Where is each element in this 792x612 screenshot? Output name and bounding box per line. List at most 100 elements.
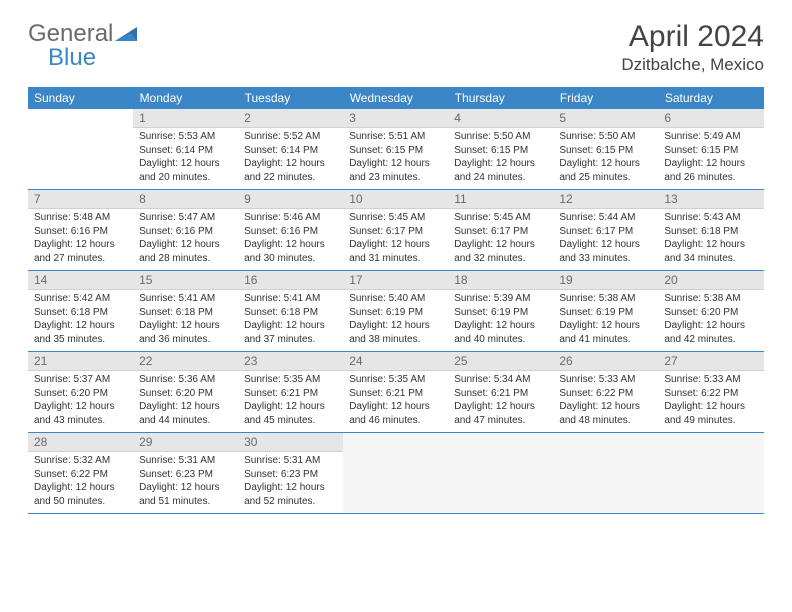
calendar-cell bbox=[448, 433, 553, 514]
day-number: 27 bbox=[658, 352, 763, 371]
day-details: Sunrise: 5:46 AMSunset: 6:16 PMDaylight:… bbox=[238, 209, 343, 269]
col-wednesday: Wednesday bbox=[343, 87, 448, 109]
month-title: April 2024 bbox=[621, 20, 764, 53]
calendar-cell: 1Sunrise: 5:53 AMSunset: 6:14 PMDaylight… bbox=[133, 109, 238, 190]
day-number: 3 bbox=[343, 109, 448, 128]
day-details: Sunrise: 5:51 AMSunset: 6:15 PMDaylight:… bbox=[343, 128, 448, 188]
calendar-week-row: 7Sunrise: 5:48 AMSunset: 6:16 PMDaylight… bbox=[28, 190, 764, 271]
col-saturday: Saturday bbox=[658, 87, 763, 109]
day-details: Sunrise: 5:50 AMSunset: 6:15 PMDaylight:… bbox=[553, 128, 658, 188]
day-details: Sunrise: 5:45 AMSunset: 6:17 PMDaylight:… bbox=[448, 209, 553, 269]
day-details: Sunrise: 5:48 AMSunset: 6:16 PMDaylight:… bbox=[28, 209, 133, 269]
day-number: 30 bbox=[238, 433, 343, 452]
calendar-week-row: 14Sunrise: 5:42 AMSunset: 6:18 PMDayligh… bbox=[28, 271, 764, 352]
day-number: 4 bbox=[448, 109, 553, 128]
calendar-cell: 9Sunrise: 5:46 AMSunset: 6:16 PMDaylight… bbox=[238, 190, 343, 271]
day-number: 22 bbox=[133, 352, 238, 371]
calendar-cell: 22Sunrise: 5:36 AMSunset: 6:20 PMDayligh… bbox=[133, 352, 238, 433]
day-details: Sunrise: 5:34 AMSunset: 6:21 PMDaylight:… bbox=[448, 371, 553, 431]
day-details: Sunrise: 5:31 AMSunset: 6:23 PMDaylight:… bbox=[238, 452, 343, 512]
day-details: Sunrise: 5:50 AMSunset: 6:15 PMDaylight:… bbox=[448, 128, 553, 188]
calendar-cell: 24Sunrise: 5:35 AMSunset: 6:21 PMDayligh… bbox=[343, 352, 448, 433]
day-details: Sunrise: 5:31 AMSunset: 6:23 PMDaylight:… bbox=[133, 452, 238, 512]
calendar-cell bbox=[658, 433, 763, 514]
day-number: 6 bbox=[658, 109, 763, 128]
page-header: General April 2024 Dzitbalche, Mexico bbox=[28, 20, 764, 75]
logo-word2: Blue bbox=[48, 44, 96, 72]
day-details: Sunrise: 5:38 AMSunset: 6:19 PMDaylight:… bbox=[553, 290, 658, 350]
day-number: 9 bbox=[238, 190, 343, 209]
day-number: 25 bbox=[448, 352, 553, 371]
day-number: 13 bbox=[658, 190, 763, 209]
day-number: 8 bbox=[133, 190, 238, 209]
day-number: 14 bbox=[28, 271, 133, 290]
calendar-week-row: 28Sunrise: 5:32 AMSunset: 6:22 PMDayligh… bbox=[28, 433, 764, 514]
calendar-cell: 17Sunrise: 5:40 AMSunset: 6:19 PMDayligh… bbox=[343, 271, 448, 352]
day-details: Sunrise: 5:42 AMSunset: 6:18 PMDaylight:… bbox=[28, 290, 133, 350]
day-number: 20 bbox=[658, 271, 763, 290]
day-number: 28 bbox=[28, 433, 133, 452]
calendar-cell: 10Sunrise: 5:45 AMSunset: 6:17 PMDayligh… bbox=[343, 190, 448, 271]
day-number: 19 bbox=[553, 271, 658, 290]
calendar-cell: 14Sunrise: 5:42 AMSunset: 6:18 PMDayligh… bbox=[28, 271, 133, 352]
calendar-cell: 12Sunrise: 5:44 AMSunset: 6:17 PMDayligh… bbox=[553, 190, 658, 271]
day-number: 2 bbox=[238, 109, 343, 128]
calendar-cell: 15Sunrise: 5:41 AMSunset: 6:18 PMDayligh… bbox=[133, 271, 238, 352]
day-details: Sunrise: 5:43 AMSunset: 6:18 PMDaylight:… bbox=[658, 209, 763, 269]
calendar-cell: 28Sunrise: 5:32 AMSunset: 6:22 PMDayligh… bbox=[28, 433, 133, 514]
calendar-cell: 13Sunrise: 5:43 AMSunset: 6:18 PMDayligh… bbox=[658, 190, 763, 271]
calendar-cell: 21Sunrise: 5:37 AMSunset: 6:20 PMDayligh… bbox=[28, 352, 133, 433]
day-details: Sunrise: 5:39 AMSunset: 6:19 PMDaylight:… bbox=[448, 290, 553, 350]
logo-triangle-icon bbox=[115, 20, 137, 48]
location: Dzitbalche, Mexico bbox=[621, 55, 764, 75]
day-details: Sunrise: 5:32 AMSunset: 6:22 PMDaylight:… bbox=[28, 452, 133, 512]
day-details: Sunrise: 5:40 AMSunset: 6:19 PMDaylight:… bbox=[343, 290, 448, 350]
calendar-cell: 18Sunrise: 5:39 AMSunset: 6:19 PMDayligh… bbox=[448, 271, 553, 352]
day-number: 16 bbox=[238, 271, 343, 290]
calendar-cell: 5Sunrise: 5:50 AMSunset: 6:15 PMDaylight… bbox=[553, 109, 658, 190]
col-tuesday: Tuesday bbox=[238, 87, 343, 109]
calendar-cell: 6Sunrise: 5:49 AMSunset: 6:15 PMDaylight… bbox=[658, 109, 763, 190]
calendar-cell bbox=[343, 433, 448, 514]
day-details: Sunrise: 5:36 AMSunset: 6:20 PMDaylight:… bbox=[133, 371, 238, 431]
calendar-cell: 23Sunrise: 5:35 AMSunset: 6:21 PMDayligh… bbox=[238, 352, 343, 433]
calendar-cell: 20Sunrise: 5:38 AMSunset: 6:20 PMDayligh… bbox=[658, 271, 763, 352]
day-details: Sunrise: 5:53 AMSunset: 6:14 PMDaylight:… bbox=[133, 128, 238, 188]
col-friday: Friday bbox=[553, 87, 658, 109]
calendar-cell: 30Sunrise: 5:31 AMSunset: 6:23 PMDayligh… bbox=[238, 433, 343, 514]
day-number: 12 bbox=[553, 190, 658, 209]
calendar-cell: 8Sunrise: 5:47 AMSunset: 6:16 PMDaylight… bbox=[133, 190, 238, 271]
day-details: Sunrise: 5:37 AMSunset: 6:20 PMDaylight:… bbox=[28, 371, 133, 431]
day-details: Sunrise: 5:35 AMSunset: 6:21 PMDaylight:… bbox=[238, 371, 343, 431]
calendar-cell: 25Sunrise: 5:34 AMSunset: 6:21 PMDayligh… bbox=[448, 352, 553, 433]
calendar-cell: 29Sunrise: 5:31 AMSunset: 6:23 PMDayligh… bbox=[133, 433, 238, 514]
day-details: Sunrise: 5:33 AMSunset: 6:22 PMDaylight:… bbox=[553, 371, 658, 431]
day-details: Sunrise: 5:33 AMSunset: 6:22 PMDaylight:… bbox=[658, 371, 763, 431]
calendar-cell: 2Sunrise: 5:52 AMSunset: 6:14 PMDaylight… bbox=[238, 109, 343, 190]
weekday-header-row: Sunday Monday Tuesday Wednesday Thursday… bbox=[28, 87, 764, 109]
day-details: Sunrise: 5:35 AMSunset: 6:21 PMDaylight:… bbox=[343, 371, 448, 431]
day-details: Sunrise: 5:44 AMSunset: 6:17 PMDaylight:… bbox=[553, 209, 658, 269]
calendar-cell: 4Sunrise: 5:50 AMSunset: 6:15 PMDaylight… bbox=[448, 109, 553, 190]
day-number: 24 bbox=[343, 352, 448, 371]
day-details: Sunrise: 5:38 AMSunset: 6:20 PMDaylight:… bbox=[658, 290, 763, 350]
day-details: Sunrise: 5:41 AMSunset: 6:18 PMDaylight:… bbox=[238, 290, 343, 350]
calendar-week-row: 21Sunrise: 5:37 AMSunset: 6:20 PMDayligh… bbox=[28, 352, 764, 433]
col-monday: Monday bbox=[133, 87, 238, 109]
calendar-cell: 26Sunrise: 5:33 AMSunset: 6:22 PMDayligh… bbox=[553, 352, 658, 433]
calendar-week-row: 1Sunrise: 5:53 AMSunset: 6:14 PMDaylight… bbox=[28, 109, 764, 190]
calendar-cell: 11Sunrise: 5:45 AMSunset: 6:17 PMDayligh… bbox=[448, 190, 553, 271]
day-details: Sunrise: 5:49 AMSunset: 6:15 PMDaylight:… bbox=[658, 128, 763, 188]
day-number: 5 bbox=[553, 109, 658, 128]
calendar-cell bbox=[28, 109, 133, 190]
calendar-cell: 19Sunrise: 5:38 AMSunset: 6:19 PMDayligh… bbox=[553, 271, 658, 352]
day-details: Sunrise: 5:47 AMSunset: 6:16 PMDaylight:… bbox=[133, 209, 238, 269]
day-number: 17 bbox=[343, 271, 448, 290]
calendar-cell: 27Sunrise: 5:33 AMSunset: 6:22 PMDayligh… bbox=[658, 352, 763, 433]
day-number: 23 bbox=[238, 352, 343, 371]
day-details: Sunrise: 5:41 AMSunset: 6:18 PMDaylight:… bbox=[133, 290, 238, 350]
day-number: 21 bbox=[28, 352, 133, 371]
day-number: 18 bbox=[448, 271, 553, 290]
day-number: 11 bbox=[448, 190, 553, 209]
calendar-cell: 3Sunrise: 5:51 AMSunset: 6:15 PMDaylight… bbox=[343, 109, 448, 190]
